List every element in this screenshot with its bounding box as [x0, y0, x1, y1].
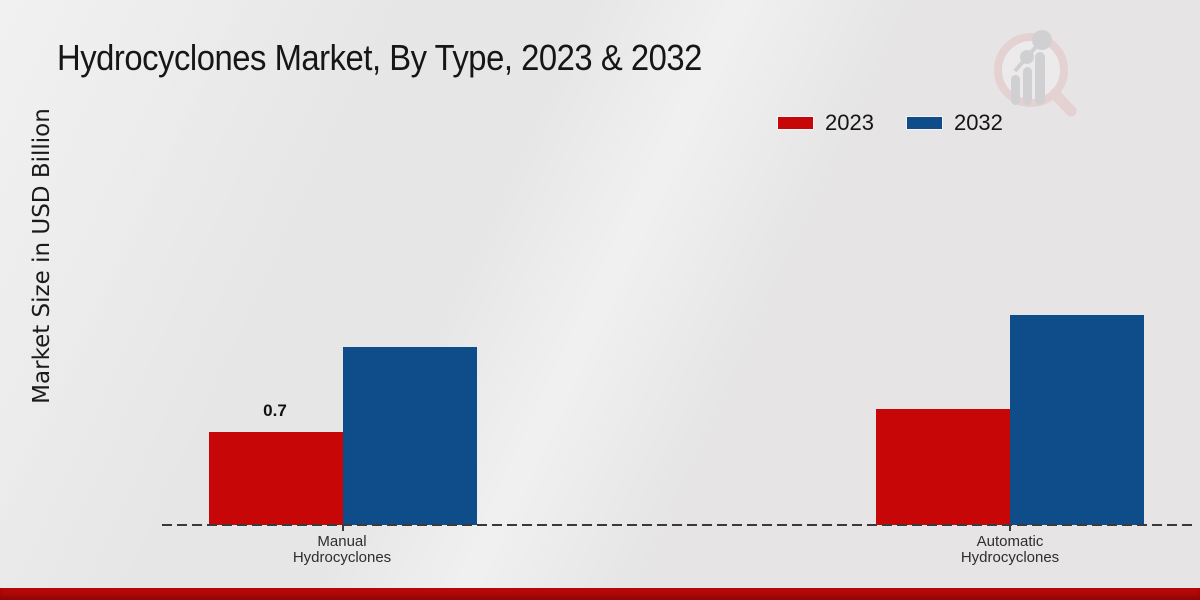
bar-automatic-2032 [1010, 315, 1144, 525]
bar-automatic-2023 [876, 409, 1010, 525]
bar-manual-2023 [208, 431, 343, 525]
chart-title: Hydrocyclones Market, By Type, 2023 & 20… [57, 37, 702, 78]
category-label-line: Hydrocyclones [292, 549, 392, 566]
x-tick-manual [342, 526, 344, 531]
legend-item-2023: 2023 [778, 112, 874, 134]
x-tick-automatic [1009, 526, 1011, 531]
data-label-manual-2023: 0.7 [263, 401, 287, 420]
footer-accent-bar [0, 588, 1200, 600]
x-axis-baseline [162, 524, 1192, 526]
category-label-automatic: Automatic Hydrocyclones [876, 534, 1144, 566]
category-label-manual: Manual Hydrocyclones [208, 534, 476, 566]
legend-swatch-2023-icon [778, 117, 813, 129]
legend-label-2032: 2032 [953, 110, 1003, 135]
legend-item-2032: 2032 [906, 110, 1003, 135]
category-label-line: Hydrocyclones [960, 549, 1060, 566]
category-label-line: Automatic [976, 533, 1044, 550]
category-label-line: Manual [317, 533, 367, 550]
magnifier-bar-chart-logo-icon [994, 30, 1077, 117]
bar-manual-2032 [342, 346, 477, 525]
legend: 2023 2032 [778, 110, 1003, 136]
legend-label-2023: 2023 [825, 110, 874, 135]
legend-swatch-2032-icon [906, 117, 942, 129]
